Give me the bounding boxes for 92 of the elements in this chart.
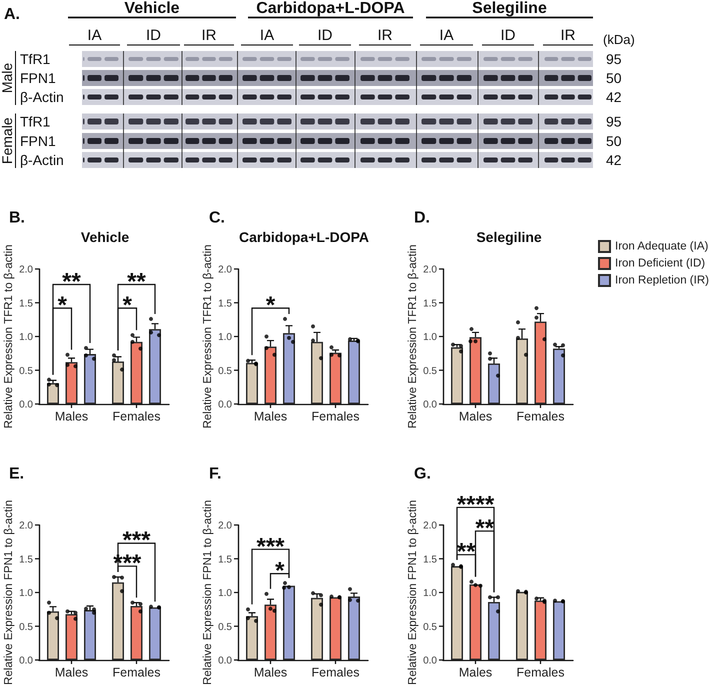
y-tick-label: 2.0 [19,264,34,276]
y-tick-label: 0.5 [218,622,232,633]
x-tick-label: Males [458,666,492,680]
y-tick-label: 0.5 [19,622,34,633]
y-tick-label: 2.0 [423,264,438,276]
text: IR [560,27,576,44]
y-tick-label: 1.0 [218,588,232,600]
annotation: * [266,292,276,320]
annotation: *** [256,533,286,560]
text: ID [500,27,516,44]
text: Female [0,117,15,164]
x-tick-label: Males [254,666,288,680]
x-tick-label: Females [516,410,564,424]
text: A. [4,6,20,23]
text: β-Actin [20,89,64,105]
y-tick-label: 0.0 [423,400,438,411]
x-tick-label: Females [312,666,360,680]
chart-subtitle: Selegiline [476,229,542,245]
x-tick-label: Males [458,410,492,424]
chart-title: F. [209,466,222,482]
text: 95 [606,114,622,130]
y-tick-label: 2.0 [218,264,232,276]
x-tick-label: Males [254,410,288,424]
text: β-Actin [20,152,64,168]
y-tick-label: 0.5 [423,622,438,633]
y-tick-label: 1.5 [218,554,232,566]
text: Carbidopa+L-DOPA [256,0,406,17]
legend-label: Iron Adequate (IA) [615,240,709,252]
text: 42 [606,89,622,105]
text: Male [0,62,15,94]
text: 50 [606,70,622,86]
y-tick-label: 0.0 [218,400,232,411]
y-axis-title: Relative Expression TFR1 to β-actin [407,244,419,429]
y-tick-label: 1.0 [19,332,34,344]
text: IR [202,27,217,44]
x-tick-label: Females [112,410,160,424]
chart-subtitle: Vehicle [80,229,130,245]
y-tick-label: 1.0 [218,332,232,344]
y-tick-label: 0.0 [423,656,438,667]
y-tick-label: 1.0 [19,588,34,600]
legend-label: Iron Repletion (IR) [615,274,709,286]
text: 95 [606,51,622,67]
y-tick-label: 0.5 [19,366,34,377]
x-tick-label: Females [516,666,564,680]
annotation: * [275,558,286,585]
text: IA [439,27,454,44]
text: IA [260,27,274,44]
text: FPN1 [20,133,56,149]
chart-subtitle: Carbidopa+L-DOPA [238,229,370,245]
legend-label: Iron Deficient (ID) [615,258,706,270]
y-tick-label: 0.5 [423,366,438,377]
x-tick-label: Females [112,666,160,680]
text: TfR1 [20,51,51,67]
y-tick-label: 1.0 [423,588,438,600]
y-tick-label: 1.0 [423,332,438,344]
y-tick-label: 1.5 [423,298,438,310]
text: IA [87,27,102,44]
chart-title: C. [209,210,225,226]
y-axis-title: Relative Expression TFR1 to β-actin [3,244,15,429]
y-tick-label: 1.5 [423,554,438,566]
y-tick-label: 1.5 [19,298,34,310]
annotation: *** [122,527,152,554]
text: TfR1 [20,114,51,130]
y-axis-title: Relative Expression FPN1 to β-actin [3,500,15,685]
chart-title: D. [414,210,430,226]
y-tick-label: 0.0 [19,400,34,411]
text: Vehicle [124,0,180,17]
chart-title: G. [414,466,431,482]
y-tick-label: 0.0 [218,656,232,667]
text: IR [378,27,393,44]
chart-title: E. [9,466,24,482]
x-tick-label: Males [54,410,88,424]
y-tick-label: 2.0 [423,520,438,532]
chart-title: B. [9,210,25,226]
x-tick-label: Males [54,666,88,680]
y-axis-title: Relative Expression FPN1 to β-actin [202,500,214,685]
y-tick-label: 0.5 [218,366,232,377]
y-tick-label: 0.0 [19,656,34,667]
text: ID [146,27,162,44]
text: 50 [606,133,622,149]
y-tick-label: 2.0 [218,520,232,532]
y-axis-title: Relative Expression TFR1 to β-actin [202,244,214,429]
y-axis-title: Relative Expression FPN1 to β-actin [407,500,419,685]
text: ID [318,27,333,44]
text: 42 [606,152,622,168]
x-tick-label: Females [312,410,360,424]
text: FPN1 [20,70,56,86]
y-tick-label: 2.0 [19,520,34,532]
text: (kDa) [603,32,635,47]
y-tick-label: 1.5 [19,554,34,566]
text: Selegiline [472,0,547,17]
y-tick-label: 1.5 [218,298,232,310]
